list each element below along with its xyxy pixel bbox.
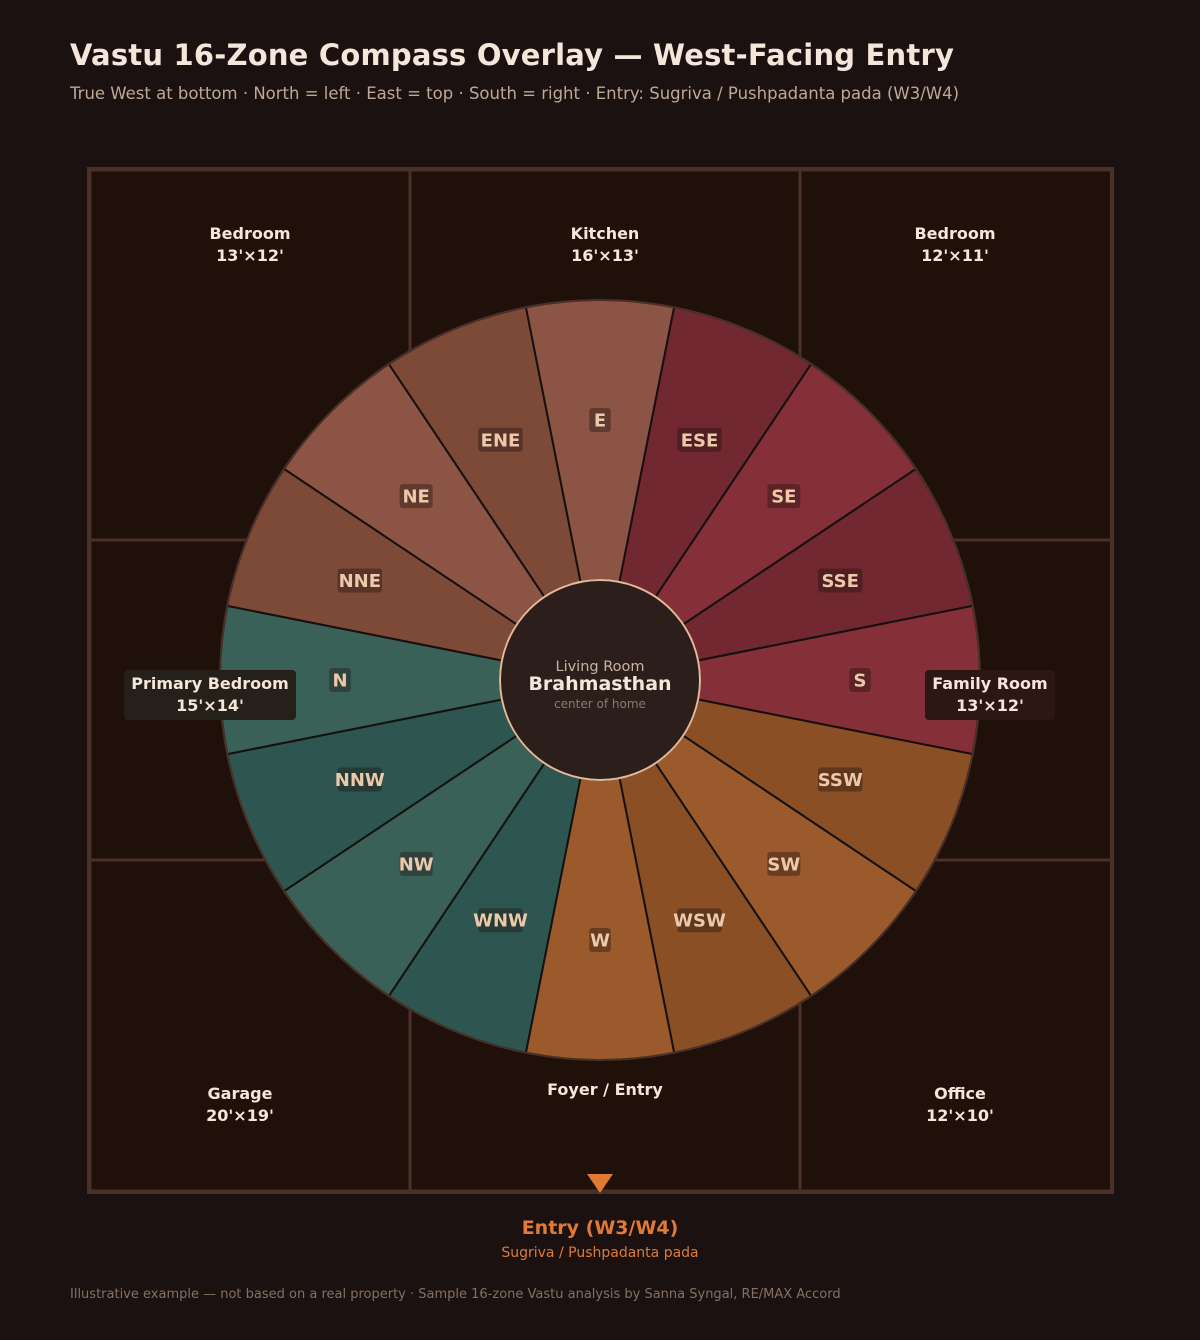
entry-marker: Entry (W3/W4) Sugriva / Pushpadanta pada — [501, 1174, 699, 1261]
zone-label-se: SE — [771, 487, 796, 508]
zone-label-nnw: NNW — [335, 770, 385, 791]
room-label-office: Office — [934, 1084, 986, 1103]
zone-label-chip-ene — [478, 427, 523, 452]
page-title: Vastu 16-Zone Compass Overlay — West-Fac… — [70, 38, 955, 72]
zone-label-wnw: WNW — [473, 911, 528, 932]
entry-arrow-icon — [587, 1174, 613, 1193]
zone-label-chip-sse — [817, 568, 863, 593]
zone-label-chip-se — [767, 484, 801, 509]
zone-label-nw: NW — [399, 854, 434, 875]
family-room-label-chip — [925, 670, 1055, 720]
zone-label-chip-nw — [399, 851, 433, 876]
primary-bedroom-label-chip — [124, 670, 296, 720]
zone-label-ssw: SSW — [818, 770, 863, 791]
zone-label-s: S — [854, 671, 867, 692]
room-label-primary-bedroom: Primary Bedroom — [131, 674, 289, 693]
center-room-label: Living Room — [555, 659, 644, 675]
zone-label-chip-ssw — [817, 767, 863, 792]
entry-pada-label: Sugriva / Pushpadanta pada — [501, 1245, 698, 1261]
primary-bedroom-label-group: Primary Bedroom 15'×14' — [124, 670, 296, 720]
compass-wedges — [219, 299, 981, 1062]
brahmasthan-circle — [499, 579, 701, 781]
room-label-garage: Garage — [208, 1084, 273, 1103]
zone-label-nne: NNE — [339, 571, 381, 592]
zone-label-chip-e — [589, 408, 611, 432]
center-note-label: center of home — [554, 697, 646, 711]
center-name-label: Brahmasthan — [528, 673, 671, 695]
zone-labels: E ESE SE SSE S SSW SW WSW W WNW NW NNW N NNE NE ENE — [329, 408, 871, 952]
zone-label-chip-wsw — [677, 908, 722, 933]
zone-label-e: E — [594, 411, 606, 432]
room-size-bedroom-se: 12'×11' — [921, 246, 989, 265]
brahmasthan: Living Room Brahmasthan center of home — [499, 579, 701, 781]
room-label-family-room: Family Room — [932, 674, 1047, 693]
footer-note: Illustrative example — not based on a re… — [70, 1287, 841, 1302]
zone-label-chip-sw — [767, 851, 801, 876]
zone-label-sw: SW — [767, 854, 800, 875]
zone-label-chip-nne — [337, 568, 383, 593]
family-room-label-group: Family Room 13'×12' — [925, 670, 1055, 720]
zone-label-w: W — [590, 931, 610, 952]
zone-label-ene: ENE — [481, 430, 521, 451]
zone-label-n: N — [332, 671, 347, 692]
room-label-foyer: Foyer / Entry — [547, 1080, 663, 1099]
room-label-bedroom-ne: Bedroom — [209, 224, 290, 243]
zone-label-wsw: WSW — [673, 911, 726, 932]
zone-label-chip-w — [589, 928, 611, 952]
room-size-kitchen: 16'×13' — [571, 246, 639, 265]
room-size-primary-bedroom: 15'×14' — [176, 696, 244, 715]
zone-label-ne: NE — [402, 487, 429, 508]
zone-label-chip-nnw — [337, 767, 383, 792]
entry-label: Entry (W3/W4) — [522, 1217, 679, 1239]
room-size-office: 12'×10' — [926, 1106, 994, 1125]
room-label-bedroom-se: Bedroom — [914, 224, 995, 243]
page-subtitle: True West at bottom · North = left · Eas… — [70, 84, 960, 103]
zone-label-chip-ese — [677, 427, 722, 452]
room-size-bedroom-ne: 13'×12' — [216, 246, 284, 265]
room-size-family-room: 13'×12' — [956, 696, 1024, 715]
zone-label-chip-wnw — [478, 908, 523, 933]
zone-label-ese: ESE — [681, 430, 719, 451]
zone-label-chip-s — [849, 668, 871, 692]
room-label-kitchen: Kitchen — [571, 224, 640, 243]
room-size-garage: 20'×19' — [206, 1106, 274, 1125]
zone-label-sse: SSE — [821, 571, 858, 592]
zone-label-chip-n — [329, 668, 351, 692]
zone-label-chip-ne — [399, 484, 433, 509]
